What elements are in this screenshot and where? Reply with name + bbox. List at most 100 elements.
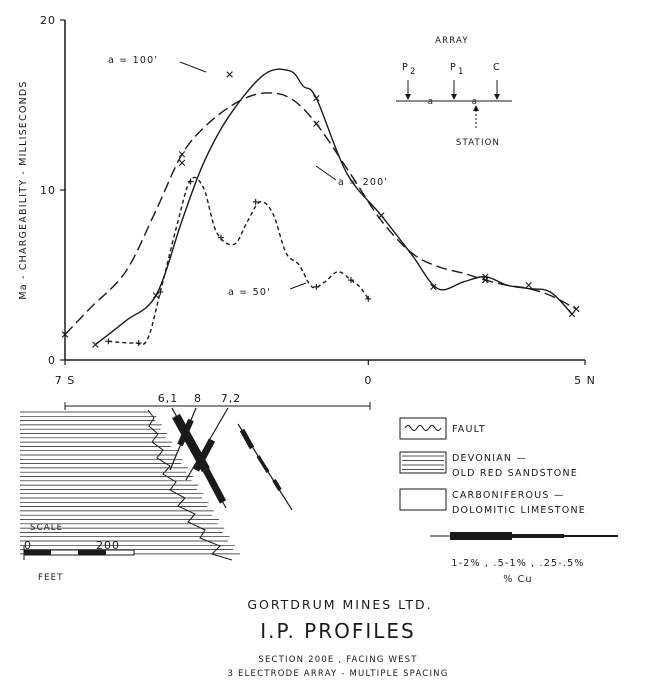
- scale-unit-label: FEET: [38, 573, 64, 583]
- legend: FAULT DEVONIAN — OLD RED SANDSTONE CARBO…: [399, 417, 618, 585]
- series-label-a100-leader: [179, 61, 207, 73]
- legend-devonian-hatching: [402, 455, 444, 470]
- array-p1-sub: 1: [458, 67, 465, 77]
- marker-stroke-b: [61, 331, 69, 338]
- footer-line2: 3 ELECTRODE ARRAY - MULTIPLE SPACING: [227, 669, 448, 679]
- array-c-arrowhead: [494, 94, 500, 100]
- series-label-a200: a = 200': [338, 177, 388, 188]
- series-2-marker-3: [187, 178, 194, 185]
- marker-stroke-b: [568, 310, 576, 318]
- y-tick-labels: 0 10 20: [40, 14, 56, 367]
- legend-fault-symbol: [404, 425, 442, 431]
- series-1-marker-1: [178, 151, 186, 158]
- footer-company: GORTDRUM MINES LTD.: [247, 597, 432, 612]
- series-2-marker-5: [252, 198, 259, 205]
- drill-label-8: 8: [194, 392, 202, 405]
- scale-bar: SCALE 0 200 FEET: [23, 523, 135, 583]
- array-p2-label: P: [402, 62, 409, 73]
- series-0-marker-3: [226, 71, 233, 78]
- array-station-arrowhead: [473, 105, 479, 111]
- series-label-a50-leader: [289, 282, 307, 290]
- marker-stroke-b: [92, 341, 99, 348]
- marker-stroke-b: [313, 95, 320, 102]
- marker-stroke-b: [178, 159, 186, 166]
- series-line-1: [64, 92, 577, 335]
- x-tick-label-0: 7 S: [55, 374, 75, 387]
- marker-stroke-b: [525, 282, 532, 289]
- marker-stroke-b: [430, 283, 437, 291]
- y-tick-label-0: 0: [48, 354, 56, 367]
- series-2-marker-4: [218, 234, 224, 241]
- drill-label-6-1: 6,1: [158, 392, 179, 405]
- array-p1-label: P: [450, 62, 457, 73]
- series-2-marker-8: [365, 295, 372, 302]
- series-line-2: [108, 176, 369, 346]
- array-p1-arrowhead: [451, 94, 457, 100]
- legend-cu-unit: % Cu: [503, 574, 533, 585]
- x-tick-label-1: 0: [364, 374, 372, 387]
- scale-bar-seg3: [78, 550, 106, 555]
- marker-stroke-b: [226, 71, 233, 78]
- array-c-label: C: [493, 62, 501, 73]
- chart-area: 0 10 20 7 S 0 5 N Ma - CHARGEABILITY - MILLI…: [18, 14, 596, 387]
- legend-carboniferous-box: [399, 488, 447, 511]
- array-diagram: ARRAY P 2 P 1 C a a STATION: [396, 36, 512, 148]
- series-label-a50: a = 50': [228, 287, 271, 298]
- drill-label-7-2: 7,2: [221, 392, 242, 405]
- series-1-marker-4: [573, 305, 580, 313]
- scale-title: SCALE: [30, 523, 63, 533]
- cu-intercept-b-3: [272, 478, 282, 492]
- legend-carboniferous-line1: CARBONIFEROUS —: [452, 490, 565, 501]
- legend-cu-bar-high: [450, 532, 512, 540]
- marker-stroke-b: [482, 276, 489, 284]
- legend-cu-bar-mid: [512, 534, 564, 538]
- marker-stroke-b: [178, 151, 186, 158]
- cu-intercept-b-2: [256, 455, 270, 473]
- series-0-marker-9: [568, 310, 576, 318]
- array-station-label: STATION: [456, 138, 500, 148]
- y-axis-label: Ma - CHARGEABILITY - MILLISECONDS: [18, 80, 29, 299]
- series-0-marker-2: [178, 159, 186, 166]
- series-0-marker-6: [430, 283, 437, 291]
- series-label-a200-leader: [315, 165, 337, 181]
- series-2-marker-7: [348, 277, 354, 284]
- series-1-marker-3: [482, 276, 489, 284]
- marker-stroke-b: [573, 305, 580, 313]
- legend-carboniferous-line2: DOLOMITIC LIMESTONE: [452, 505, 586, 516]
- series-2-marker-2: [157, 289, 164, 295]
- legend-cu-ranges: 1-2% , .5-1% , .25-.5%: [451, 558, 584, 569]
- series-0-marker-8: [525, 282, 532, 289]
- array-spacing-a1: a: [428, 97, 434, 107]
- legend-fault-label: FAULT: [452, 424, 486, 435]
- y-tick-label-1: 10: [40, 184, 56, 197]
- series-2-marker-1: [135, 340, 142, 346]
- legend-devonian-line2: OLD RED SANDSTONE: [452, 468, 578, 479]
- sandstone-hatching: [20, 411, 240, 555]
- geological-section: 6,1 8 7,2: [20, 392, 371, 561]
- series-0-marker-0: [92, 341, 99, 348]
- y-tick-label-2: 20: [40, 14, 56, 27]
- cu-intercept-mid-b: [192, 438, 216, 472]
- footer: GORTDRUM MINES LTD. I.P. PROFILES SECTIO…: [227, 597, 448, 679]
- legend-cu-bar-low: [564, 535, 618, 537]
- footer-line1: SECTION 200E , FACING WEST: [258, 655, 417, 665]
- x-tick-marks: [64, 360, 586, 365]
- series-line-0: [94, 68, 573, 346]
- array-p2-sub: 2: [410, 67, 417, 77]
- series-2-marker-6: [313, 283, 320, 290]
- scale-bar-seg1: [24, 550, 51, 555]
- cu-intercept-1-2-b: [202, 468, 227, 504]
- legend-devonian-line1: DEVONIAN —: [452, 453, 527, 464]
- series-2-marker-0: [105, 338, 112, 345]
- series-1-marker-2: [313, 120, 320, 127]
- y-tick-marks: [60, 19, 65, 361]
- array-title: ARRAY: [435, 36, 469, 46]
- array-p2-arrowhead: [405, 94, 411, 100]
- array-spacing-a2: a: [472, 97, 478, 107]
- fault-line: [147, 409, 233, 561]
- cu-intercept-mid-a: [177, 418, 194, 447]
- series-0-marker-4: [313, 95, 320, 102]
- x-tick-label-2: 5 N: [574, 374, 596, 387]
- series-1-marker-0: [61, 331, 69, 338]
